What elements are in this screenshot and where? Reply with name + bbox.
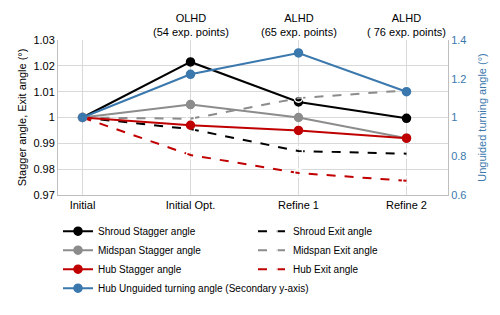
svg-text:0.99: 0.99 — [33, 137, 54, 149]
svg-text:Initial Opt.: Initial Opt. — [166, 199, 216, 211]
svg-text:Hub Unguided turning angle (Se: Hub Unguided turning angle (Secondary y-… — [98, 283, 309, 294]
svg-text:Hub Exit angle: Hub Exit angle — [293, 264, 358, 275]
svg-text:Initial: Initial — [70, 199, 96, 211]
svg-text:1.4: 1.4 — [451, 34, 466, 46]
svg-text:1.01: 1.01 — [33, 86, 54, 98]
svg-text:Shroud Stagger angle: Shroud Stagger angle — [98, 226, 196, 237]
svg-text:ALHD(65 exp. points): ALHD(65 exp. points) — [261, 12, 337, 38]
svg-text:Midspan Stagger angle: Midspan Stagger angle — [98, 245, 201, 256]
svg-text:0.6: 0.6 — [451, 189, 466, 201]
svg-text:1: 1 — [451, 111, 457, 123]
svg-text:Hub Stagger angle: Hub Stagger angle — [98, 264, 182, 275]
svg-text:0.8: 0.8 — [451, 150, 466, 162]
svg-text:OLHD(54 exp. points): OLHD(54 exp. points) — [153, 12, 229, 38]
svg-text:Midspan Exit angle: Midspan Exit angle — [293, 245, 378, 256]
svg-text:0.98: 0.98 — [33, 163, 54, 175]
svg-text:1.02: 1.02 — [33, 60, 54, 72]
svg-text:Unguided turning angle (°): Unguided turning angle (°) — [476, 53, 488, 182]
svg-text:Shroud Exit angle: Shroud Exit angle — [293, 226, 372, 237]
svg-text:ALHD( 76 exp. points): ALHD( 76 exp. points) — [367, 12, 446, 38]
svg-text:Refine 1: Refine 1 — [278, 199, 319, 211]
svg-text:1.03: 1.03 — [33, 34, 54, 46]
svg-text:0.97: 0.97 — [33, 189, 54, 201]
svg-text:Refine 2: Refine 2 — [386, 199, 427, 211]
svg-text:1: 1 — [49, 111, 55, 123]
svg-text:1.2: 1.2 — [451, 73, 466, 85]
svg-text:Stagger angle, Exit angle (°): Stagger angle, Exit angle (°) — [16, 49, 28, 187]
